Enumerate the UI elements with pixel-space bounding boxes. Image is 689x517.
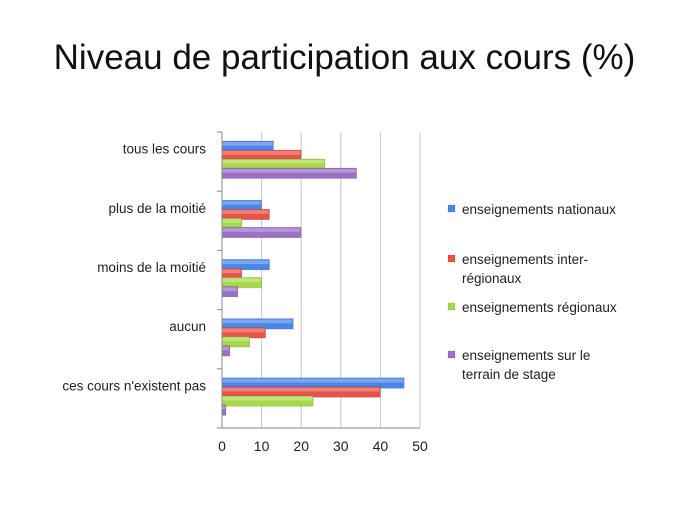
category-label: ces cours n'existent pas — [62, 378, 206, 393]
x-tick-label: 50 — [412, 438, 428, 454]
legend-label: enseignements sur le — [462, 348, 590, 363]
axes — [217, 131, 420, 429]
bar-highlight — [222, 405, 225, 410]
bar-highlight — [222, 319, 293, 324]
legend-swatch — [447, 350, 456, 359]
bar-highlight — [222, 210, 269, 214]
bar-highlight — [222, 219, 241, 223]
bar-highlight — [222, 346, 229, 351]
bar-highlight — [222, 151, 301, 155]
bar-highlight — [222, 287, 237, 292]
legend-swatch — [447, 302, 456, 311]
bar-highlight — [222, 260, 269, 265]
x-tick-labels: 0 10 20 30 40 50 — [218, 438, 428, 454]
x-tick-label: 30 — [333, 438, 349, 454]
bar-highlight — [222, 228, 301, 232]
category-labels: tous les cours plus de la moitié moins de … — [62, 142, 206, 394]
bars — [221, 140, 405, 416]
x-tick-label: 10 — [254, 438, 270, 454]
bar-highlight — [222, 396, 313, 401]
legend-label: enseignements nationaux — [462, 202, 616, 217]
legend: enseignements nationaux enseignements int… — [447, 202, 617, 382]
bar-highlight — [222, 337, 249, 342]
bar-highlight — [222, 387, 380, 392]
bar-highlight — [222, 378, 404, 383]
bar-highlight — [222, 169, 356, 173]
legend-swatch — [447, 204, 456, 213]
bar-highlight — [222, 278, 261, 283]
legend-swatch — [447, 254, 456, 263]
legend-label: enseignements régionaux — [462, 300, 617, 315]
bar-highlight — [222, 328, 265, 333]
x-tick-label: 20 — [293, 438, 309, 454]
category-label: plus de la moitié — [108, 201, 206, 216]
bar-highlight — [222, 142, 273, 146]
category-label: aucun — [169, 319, 206, 334]
bar-highlight — [222, 201, 261, 205]
x-tick-label: 0 — [218, 438, 226, 454]
category-label: moins de la moitié — [97, 260, 206, 275]
legend-label: régionaux — [462, 271, 522, 286]
legend-label: terrain de stage — [462, 367, 556, 382]
bar-highlight — [222, 160, 324, 164]
x-tick-label: 40 — [373, 438, 389, 454]
category-label: tous les cours — [123, 142, 207, 157]
legend-label: enseignements inter- — [462, 252, 588, 267]
chart-title: Niveau de participation aux cours (%) — [53, 38, 636, 77]
bar-highlight — [222, 269, 241, 274]
